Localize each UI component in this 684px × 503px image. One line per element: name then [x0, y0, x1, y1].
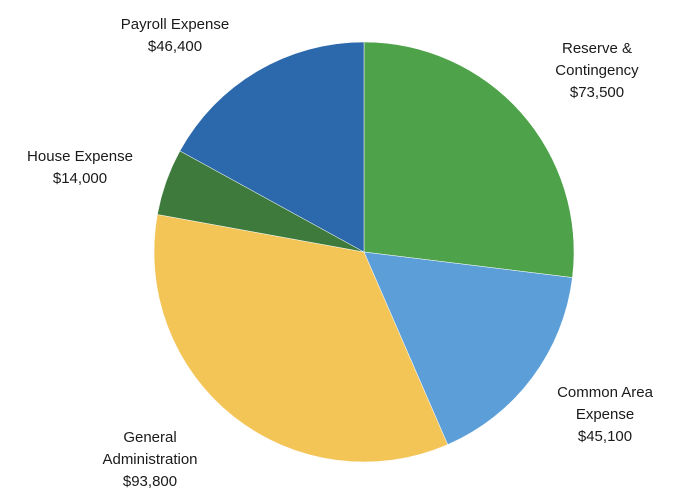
- slice-value-label: $14,000: [52, 170, 108, 187]
- pie-slice-payroll-expense: [179, 41, 365, 253]
- slice-name-line: House Expense: [27, 148, 133, 165]
- slice-label-reserve-contingency: Reserve & Contingency $73,500: [522, 38, 672, 104]
- slice-label-common-area-expense: Common Area Expense $45,100: [530, 382, 680, 448]
- slice-name-line: Payroll Expense: [120, 16, 230, 33]
- slice-value-label: $46,400: [147, 38, 203, 55]
- slice-label-general-administration: General Administration $93,800: [70, 427, 230, 493]
- slice-label-house-expense: House Expense $14,000: [5, 146, 155, 190]
- slice-name-line: Common Area: [557, 384, 653, 401]
- pie-slice-general-administration: [153, 214, 449, 463]
- slice-value-label: $73,500: [569, 84, 625, 101]
- slice-label-payroll-expense: Payroll Expense $46,400: [100, 14, 250, 58]
- pie-slice-reserve-contingency: [363, 41, 575, 278]
- slice-name-line: General: [123, 429, 177, 446]
- slice-name-line: Reserve &: [561, 40, 633, 57]
- slice-name-line: Expense: [575, 406, 635, 423]
- slice-value-label: $45,100: [577, 428, 633, 445]
- pie-slice-common-area-expense: [363, 251, 573, 445]
- slice-name-line: Administration: [102, 451, 198, 468]
- slice-name-line: Contingency: [555, 62, 639, 79]
- slice-value-label: $93,800: [122, 473, 178, 490]
